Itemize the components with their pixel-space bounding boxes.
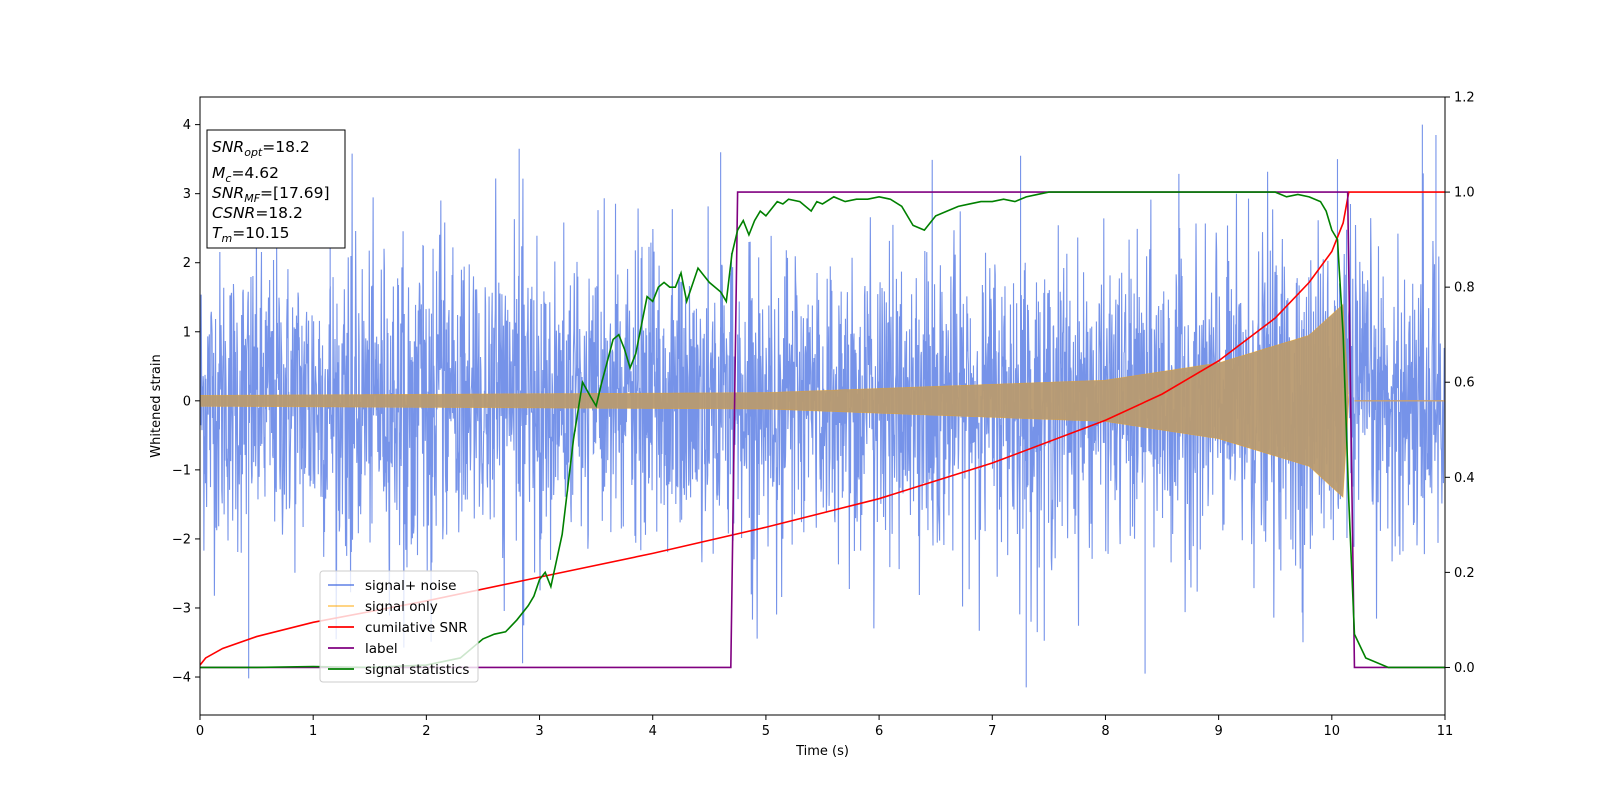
x-tick-label: 5 bbox=[762, 724, 770, 739]
y2-tick-label: 0.8 bbox=[1454, 281, 1475, 296]
y2-tick-label: 0.4 bbox=[1454, 471, 1475, 486]
x-tick-label: 6 bbox=[875, 724, 883, 739]
legend: signal+ noise signal only cumilative SNR la… bbox=[319, 570, 479, 683]
y-tick-label: 0 bbox=[183, 394, 191, 409]
x-axis-label: Time (s) bbox=[795, 744, 849, 759]
x-tick-label: 3 bbox=[535, 724, 543, 739]
y-tick-label: −2 bbox=[172, 532, 191, 547]
legend-label: cumilative SNR bbox=[365, 620, 468, 636]
legend-label: signal statistics bbox=[365, 662, 469, 678]
x-tick-label: 11 bbox=[1437, 724, 1454, 739]
info-tm: Tm=10.15 bbox=[212, 224, 290, 245]
x-tick-label: 8 bbox=[1101, 724, 1109, 739]
series-signal-only bbox=[200, 303, 1350, 499]
plot-area bbox=[200, 124, 1445, 688]
info-csnr: CSNR=18.2 bbox=[212, 204, 303, 222]
x-tick-label: 10 bbox=[1324, 724, 1341, 739]
y-tick-label: 2 bbox=[183, 256, 191, 271]
x-tick-label: 9 bbox=[1214, 724, 1222, 739]
axes: 0 1 2 3 4 5 6 7 8 9 10 11 −4 −3 −2 −1 0 1 2 3 4 0.0 0.2 0.4 0.6 0… bbox=[149, 91, 1475, 760]
info-box: SNRopt=18.2 Mc=4.62 SNRMF=[17.69] CSNR=1… bbox=[206, 129, 346, 249]
legend-label: label bbox=[365, 641, 398, 657]
y2-tick-label: 0.6 bbox=[1454, 376, 1475, 391]
x-tick-label: 4 bbox=[649, 724, 657, 739]
legend-label: signal+ noise bbox=[365, 578, 456, 594]
y2-tick-label: 1.2 bbox=[1454, 91, 1475, 106]
info-mc: Mc=4.62 bbox=[212, 164, 279, 185]
y-tick-label: 1 bbox=[183, 325, 191, 340]
y2-tick-label: 1.0 bbox=[1454, 186, 1475, 201]
series-signal-noise bbox=[200, 124, 1445, 688]
y-tick-label: 3 bbox=[183, 187, 191, 202]
series-cumilative-snr bbox=[200, 191, 1445, 666]
y-tick-label: −3 bbox=[172, 601, 191, 616]
x-tick-label: 1 bbox=[309, 724, 317, 739]
axes-frame bbox=[199, 96, 1446, 716]
info-snr-opt: SNRopt=18.2 bbox=[212, 138, 310, 159]
series-label bbox=[200, 191, 1445, 669]
y-tick-label: 4 bbox=[183, 118, 191, 133]
y-axis-label: Whitened strain bbox=[149, 354, 164, 457]
x-tick-label: 0 bbox=[196, 724, 204, 739]
y2-tick-label: 0.2 bbox=[1454, 566, 1475, 581]
x-tick-label: 7 bbox=[988, 724, 996, 739]
info-snr-mf: SNRMF=[17.69] bbox=[212, 184, 330, 205]
x-tick-label: 2 bbox=[422, 724, 430, 739]
legend-label: signal only bbox=[365, 599, 438, 615]
y-tick-label: −4 bbox=[172, 671, 191, 686]
y2-tick-label: 0.0 bbox=[1454, 661, 1475, 676]
y-tick-label: −1 bbox=[172, 463, 191, 478]
series-signal-statistics bbox=[200, 191, 1445, 669]
